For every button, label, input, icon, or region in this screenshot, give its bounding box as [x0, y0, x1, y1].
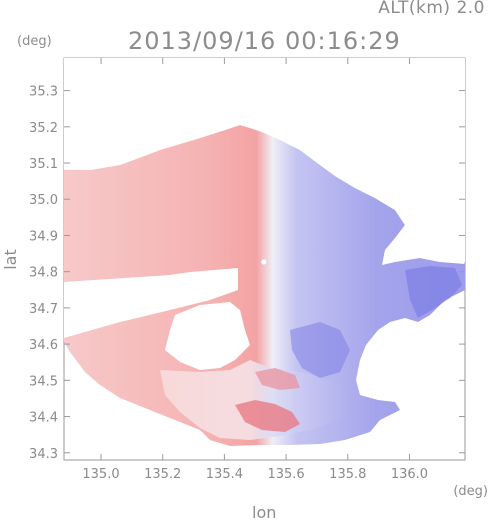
x-tick-label: 135.2: [144, 467, 181, 482]
y-tick-label: 35.0: [29, 193, 58, 208]
y-tick-label: 35.1: [29, 157, 58, 172]
x-tick-label: 135.4: [206, 467, 243, 482]
blank-north-west: [64, 58, 465, 262]
x-tick-label: 135.6: [267, 467, 304, 482]
y-tick-label: 34.8: [29, 266, 58, 281]
blank-wedge-west: [64, 268, 238, 338]
echo-region-north: [64, 125, 465, 446]
y-tick-label: 34.7: [29, 302, 58, 317]
strong-red-cell: [255, 368, 300, 390]
x-tick-label: 136.0: [391, 467, 428, 482]
y-tick-label: 34.5: [29, 374, 58, 389]
y-axis-ticks: 35.3 35.2 35.1 35.0 34.9 34.8 34.7 34.6 34.5 34.4…: [29, 85, 465, 462]
strong-blue-cell: [405, 266, 462, 318]
strong-red-cell: [235, 400, 300, 432]
echo-field: [64, 58, 465, 446]
x-axis-unit: (deg): [453, 484, 488, 499]
timestamp-title: 2013/09/16 00:16:29: [128, 27, 401, 55]
x-tick-label: 135.8: [329, 467, 366, 482]
radar-center: [260, 258, 268, 266]
y-tick-label: 35.2: [29, 121, 58, 136]
echo-region-south: [160, 360, 360, 440]
x-tick-label: 135.0: [82, 467, 119, 482]
blank-region-center: [165, 302, 250, 370]
y-axis-unit: (deg): [17, 34, 52, 49]
y-tick-label: 34.9: [29, 229, 58, 244]
y-tick-label: 34.4: [29, 411, 58, 426]
x-axis-label: lon: [252, 503, 277, 522]
y-tick-label: 34.6: [29, 338, 58, 353]
y-tick-label: 34.3: [29, 447, 58, 462]
y-tick-label: 35.3: [29, 85, 58, 100]
altitude-label: ALT(km) 2.0: [378, 0, 485, 18]
strong-blue-cell: [290, 322, 350, 378]
x-axis-ticks: 135.0 135.2 135.4 135.6 135.8 136.0: [82, 58, 428, 482]
